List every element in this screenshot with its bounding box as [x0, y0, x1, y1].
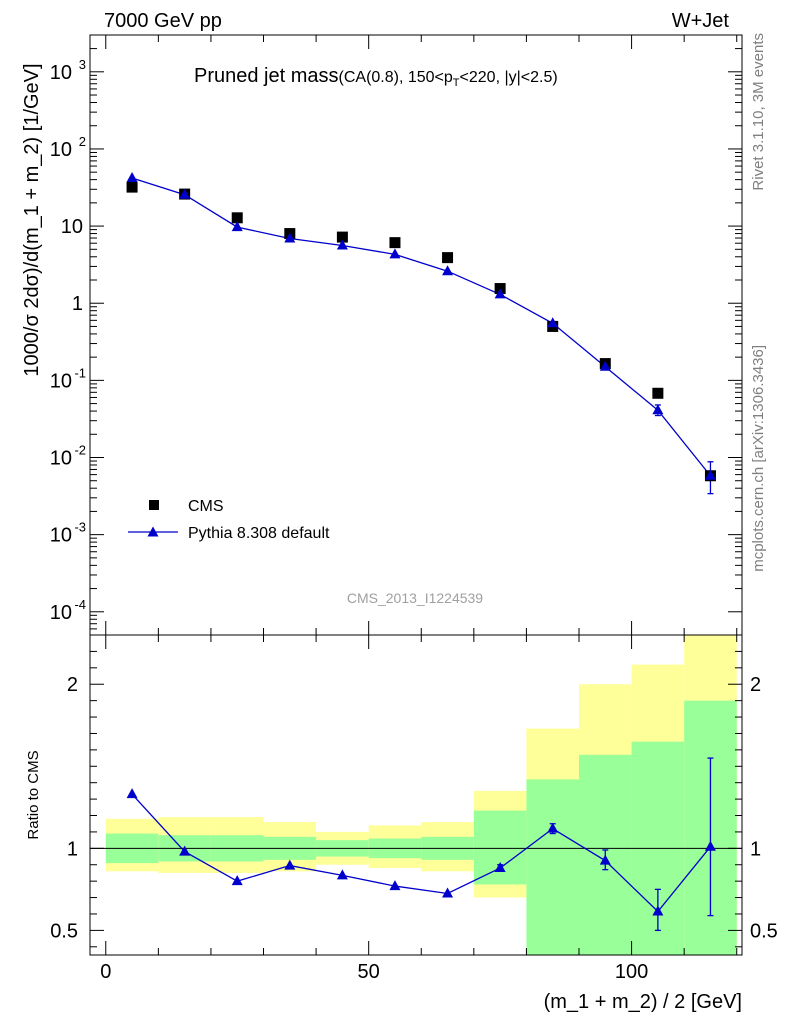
ratio-pythia-point [284, 859, 296, 870]
cms-point [231, 212, 243, 224]
ratio-pythia-point [442, 887, 454, 898]
pythia-point [547, 317, 559, 328]
ratio-pythia-point [599, 854, 611, 865]
main-y-axis-label: 1000/σ 2dσ)/d(m_1 + m_2) [1/GeV] [21, 63, 43, 376]
plot-title-subscript: T [453, 77, 460, 89]
pythia-point [336, 239, 348, 250]
ratio-pythia-point [126, 788, 138, 799]
main-plot-frame [89, 34, 743, 636]
main-y-tick-exponent: -1 [74, 365, 86, 380]
legend: CMS Pythia 8.308 default [128, 498, 330, 542]
mcplots-label: mcplots.cern.ch [arXiv:1306.3436] [750, 345, 767, 572]
pythia-line [131, 177, 711, 477]
ratio-y-tick-label: 1 [67, 838, 78, 860]
pythia-point [652, 404, 664, 415]
main-y-tick-exponent: 3 [79, 57, 86, 72]
pythia-point [179, 188, 191, 199]
plot-title-selection-end: <220, |y|<2.5) [460, 69, 558, 86]
cms-point [442, 252, 454, 264]
ratio-y-tick-label-right: 1 [750, 838, 761, 860]
ratio-y-tick-label: 2 [67, 674, 78, 696]
legend-label-pythia: Pythia 8.308 default [188, 525, 330, 542]
ratio-pythia-point [652, 905, 664, 916]
cms-point [389, 237, 401, 249]
legend-marker-pythia [147, 526, 159, 537]
ratio-y-tick-label-right: 2 [750, 674, 761, 696]
ratio-pythia-point [336, 869, 348, 880]
main-y-tick-label: 10 [50, 525, 72, 547]
ratio-band-inner [526, 779, 579, 955]
pythia-point [704, 469, 716, 480]
main-y-tick-exponent: -2 [74, 443, 86, 458]
ratio-pythia-point [547, 822, 559, 833]
header-left: 7000 GeV pp [104, 10, 222, 32]
cms-point [336, 231, 348, 243]
x-tick-label: 100 [615, 961, 648, 983]
main-y-tick-label: 10 [50, 370, 72, 392]
pythia-point [126, 172, 138, 183]
pythia-point [442, 265, 454, 276]
pythia-point [494, 288, 506, 299]
ratio-pythia-point [494, 862, 506, 873]
main-y-tick-label: 10 [50, 602, 72, 624]
main-y-tick-label: 10 [50, 448, 72, 470]
main-y-tick-exponent: -4 [74, 597, 86, 612]
ratio-band-inner [473, 810, 527, 885]
ratio-pythia-line [131, 793, 711, 913]
ratio-pythia-point [179, 845, 191, 856]
watermark: CMS_2013_I1224539 [347, 590, 483, 606]
ratio-y-tick-label-right: 0.5 [750, 920, 778, 942]
rivet-label: Rivet 3.1.10, 3M events [750, 33, 767, 191]
cms-point [126, 181, 138, 193]
main-y-tick-label: 10 [61, 216, 83, 238]
legend-label-cms: CMS [188, 498, 224, 515]
cms-point [652, 387, 664, 399]
x-axis-label: (m_1 + m_2) / 2 [GeV] [544, 991, 742, 1013]
main-y-tick-label: 10 [50, 62, 72, 84]
ratio-pythia-point [231, 875, 243, 886]
pythia-point [231, 221, 243, 232]
legend-marker-cms [149, 500, 159, 510]
x-tick-label: 50 [358, 961, 380, 983]
main-y-tick-exponent: -3 [74, 520, 86, 535]
main-y-tick-label: 1 [72, 293, 83, 315]
x-tick-label: 0 [100, 961, 111, 983]
pythia-point [599, 360, 611, 371]
plot-title: Pruned jet mass(CA(0.8), 150<pT<220, |y|… [194, 65, 558, 89]
ratio-y-tick-label: 0.5 [50, 920, 78, 942]
main-y-tick-label: 10 [50, 139, 72, 161]
main-y-tick-exponent: 2 [79, 134, 86, 149]
ratio-pythia-point [704, 840, 716, 851]
plot-title-selection: (CA(0.8), 150<p [339, 69, 453, 86]
header-right: W+Jet [672, 10, 730, 32]
pythia-point [284, 232, 296, 243]
ratio-y-axis-label: Ratio to CMS [25, 750, 42, 839]
ratio-plot-panel: 0.5 0.5 1 1 2 2 0 50 100 Ratio to CMS (m_1 + m_2… [25, 634, 778, 1013]
ratio-plot-frame [89, 634, 743, 956]
plot-title-main: Pruned jet mass [194, 65, 339, 87]
ratio-pythia-point [389, 880, 401, 891]
pythia-point [389, 248, 401, 259]
